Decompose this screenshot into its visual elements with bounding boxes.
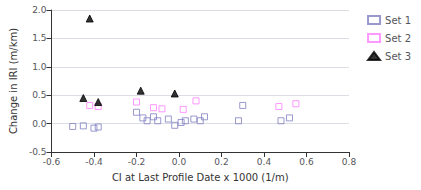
- svg-text:-0.6: -0.6: [43, 157, 61, 167]
- svg-text:-0.2: -0.2: [128, 157, 146, 167]
- svg-text:1.0: 1.0: [32, 62, 47, 72]
- svg-text:2.0: 2.0: [32, 5, 47, 15]
- svg-text:0.4: 0.4: [257, 157, 272, 167]
- svg-text:0.8: 0.8: [342, 157, 357, 167]
- svg-text:Set 2: Set 2: [385, 33, 411, 44]
- svg-text:0.5: 0.5: [32, 90, 46, 100]
- svg-text:Set 3: Set 3: [385, 51, 411, 62]
- svg-text:0.6: 0.6: [299, 157, 314, 167]
- svg-text:Set 1: Set 1: [385, 15, 411, 26]
- svg-text:-0.4: -0.4: [85, 157, 103, 167]
- svg-text:0.0: 0.0: [172, 157, 187, 167]
- svg-text:0.2: 0.2: [214, 157, 228, 167]
- svg-text:-0.5: -0.5: [29, 147, 47, 157]
- svg-text:1.5: 1.5: [32, 33, 46, 43]
- svg-text:0.0: 0.0: [32, 119, 47, 129]
- svg-text:Change in IRI (m/km): Change in IRI (m/km): [8, 28, 19, 134]
- svg-text:CI at Last Profile Date x 1000: CI at Last Profile Date x 1000 (1/m): [112, 172, 289, 183]
